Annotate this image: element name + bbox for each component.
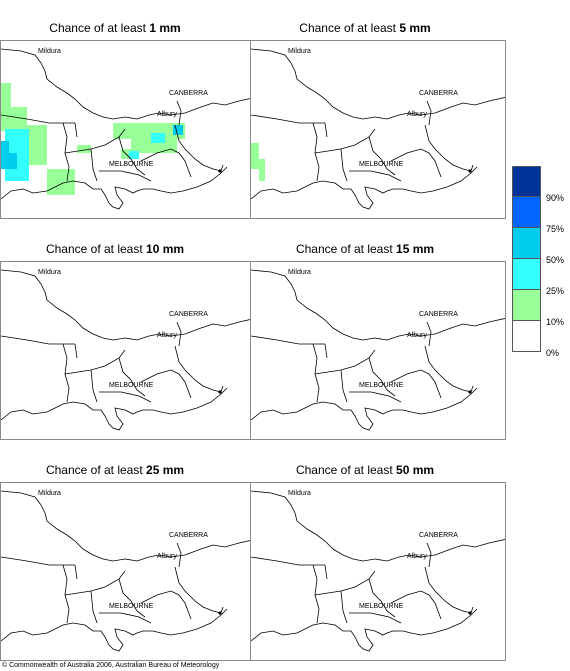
place-albury: Albury — [407, 553, 427, 560]
legend-swatch-50-75 — [512, 228, 541, 259]
panel-title-5mm: Chance of at least 5 mm — [299, 21, 431, 35]
place-mildura: Mildura — [288, 490, 311, 497]
place-mildura: Mildura — [38, 48, 61, 55]
map-1mm-canvas — [1, 48, 255, 210]
place-canberra: CANBERRA — [419, 90, 458, 97]
panel-title-1mm: Chance of at least 1 mm — [49, 21, 181, 35]
map-15mm: Mildura CANBERRA Albury MELBOURNE — [250, 261, 506, 440]
legend-swatch-90-100 — [512, 166, 541, 197]
panel-title-25mm: Chance of at least 25 mm — [45, 463, 185, 477]
copyright-notice: © Commonwealth of Australia 2006, Austra… — [2, 662, 220, 669]
legend-label-50: 50% — [546, 255, 565, 265]
state-boundaries — [1, 269, 255, 431]
legend — [512, 166, 541, 352]
place-albury: Albury — [157, 111, 177, 118]
panel-title-15mm: Chance of at least 15 mm — [295, 242, 435, 256]
place-canberra: CANBERRA — [419, 532, 458, 539]
rain-overlay — [1, 83, 185, 195]
place-mildura: Mildura — [38, 269, 61, 276]
rain-overlay — [251, 143, 265, 181]
map-50mm: Mildura CANBERRA Albury MELBOURNE — [250, 482, 506, 661]
map-10mm: Mildura CANBERRA Albury MELBOURNE — [0, 261, 256, 440]
place-albury: Albury — [407, 332, 427, 339]
legend-label-0: 0% — [546, 348, 560, 358]
place-canberra: CANBERRA — [419, 311, 458, 318]
place-canberra: CANBERRA — [169, 90, 208, 97]
place-canberra: CANBERRA — [169, 311, 208, 318]
place-albury: Albury — [407, 111, 427, 118]
place-melbourne: MELBOURNE — [109, 161, 154, 168]
map-15mm-canvas — [251, 269, 505, 431]
state-boundaries — [1, 48, 255, 210]
map-25mm: Mildura CANBERRA Albury MELBOURNE — [0, 482, 256, 661]
legend-swatch-75-90 — [512, 197, 541, 228]
state-boundaries — [251, 48, 505, 210]
legend-label-10: 10% — [546, 317, 565, 327]
place-albury: Albury — [157, 332, 177, 339]
state-boundaries — [1, 490, 255, 652]
map-5mm-canvas — [251, 48, 505, 210]
legend-swatch-10-25 — [512, 290, 541, 321]
map-25mm-canvas — [1, 490, 255, 652]
legend-swatch-0-10 — [512, 321, 541, 352]
state-boundaries — [251, 269, 505, 431]
map-50mm-canvas — [251, 490, 505, 652]
place-melbourne: MELBOURNE — [109, 603, 154, 610]
place-albury: Albury — [157, 553, 177, 560]
panel-title-50mm: Chance of at least 50 mm — [295, 463, 435, 477]
place-melbourne: MELBOURNE — [359, 603, 404, 610]
legend-label-75: 75% — [546, 224, 565, 234]
map-5mm: Mildura CANBERRA Albury MELBOURNE — [250, 40, 506, 219]
panel-title-10mm: Chance of at least 10 mm — [45, 242, 185, 256]
place-mildura: Mildura — [288, 48, 311, 55]
legend-label-90: 90% — [546, 193, 565, 203]
map-10mm-canvas — [1, 269, 255, 431]
map-1mm: Mildura CANBERRA Albury MELBOURNE — [0, 40, 256, 219]
place-melbourne: MELBOURNE — [109, 382, 154, 389]
legend-label-25: 25% — [546, 286, 565, 296]
state-boundaries — [251, 490, 505, 652]
place-canberra: CANBERRA — [169, 532, 208, 539]
place-melbourne: MELBOURNE — [359, 382, 404, 389]
place-mildura: Mildura — [288, 269, 311, 276]
legend-swatch-25-50 — [512, 259, 541, 290]
place-melbourne: MELBOURNE — [359, 161, 404, 168]
place-mildura: Mildura — [38, 490, 61, 497]
